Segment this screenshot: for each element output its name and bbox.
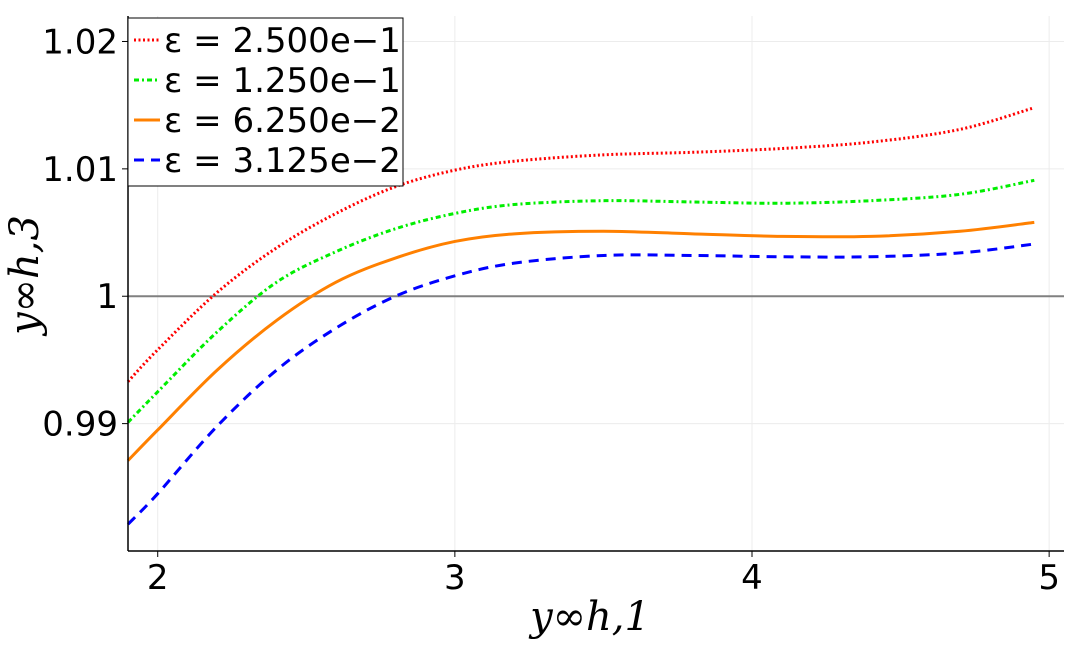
x-axis-label: y∞h,1 [528,594,650,640]
series-line-2 [126,178,1035,424]
series-line-1 [126,106,1035,383]
y-tick-label: 1.02 [42,22,118,62]
legend-label-1: ε = 2.500e−1 [164,21,401,61]
series-line-4 [126,242,1035,526]
y-tick-label: 1 [96,277,118,317]
x-tick-label: 3 [444,558,466,598]
series-lines [126,106,1035,526]
tick-labels: 2 3 4 5 0.99 1 1.01 1.02 [42,22,1060,598]
legend-label-3: ε = 6.250e−2 [164,101,401,141]
legend: ε = 2.500e−1ε = 1.250e−1ε = 6.250e−2ε = … [127,17,404,187]
x-axis-label-text: y∞h,1 [528,594,650,640]
legend-label-4: ε = 3.125e−2 [164,141,401,181]
y-tick-label: 1.01 [42,150,118,190]
y-axis-label-text: y∞h,3 [2,215,48,337]
legend-label-2: ε = 1.250e−1 [164,61,401,101]
x-tick-label: 2 [147,558,169,598]
y-tick-label: 0.99 [42,405,118,445]
legend-box [127,17,404,187]
series-line-3 [126,220,1035,462]
x-tick-label: 5 [1038,558,1060,598]
x-tick-label: 4 [741,558,763,598]
y-axis-label: y∞h,3 [2,215,48,337]
